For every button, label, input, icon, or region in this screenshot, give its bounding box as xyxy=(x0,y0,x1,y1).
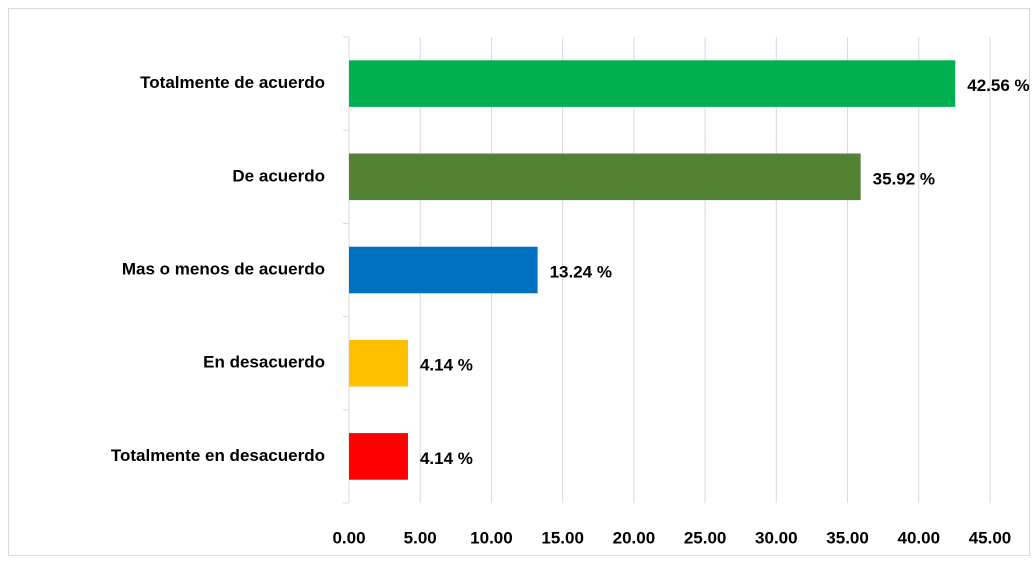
data-label: 4.14 % xyxy=(420,356,473,375)
bar xyxy=(349,153,861,201)
y-tick-label: Totalmente en desacuerdo xyxy=(111,446,325,465)
x-tick-label: 30.00 xyxy=(755,528,798,547)
bar xyxy=(349,246,538,294)
y-tick-label: Totalmente de acuerdo xyxy=(140,73,325,92)
data-label: 13.24 % xyxy=(550,262,612,281)
x-tick-label: 25.00 xyxy=(684,528,727,547)
y-tick-label: Mas o menos de acuerdo xyxy=(122,259,325,278)
x-tick-label: 45.00 xyxy=(969,528,1012,547)
data-label: 42.56 % xyxy=(967,76,1029,95)
bar xyxy=(349,339,408,387)
x-tick-label: 0.00 xyxy=(332,528,365,547)
x-tick-label: 10.00 xyxy=(470,528,513,547)
bar xyxy=(349,60,956,107)
data-label: 4.14 % xyxy=(420,449,473,468)
x-tick-label: 35.00 xyxy=(826,528,869,547)
bar xyxy=(349,433,408,480)
x-tick-label: 5.00 xyxy=(404,528,437,547)
y-tick-label: De acuerdo xyxy=(232,166,325,185)
x-tick-label: 15.00 xyxy=(541,528,584,547)
x-tick-label: 40.00 xyxy=(898,528,941,547)
x-tick-label: 20.00 xyxy=(613,528,656,547)
y-tick-label: En desacuerdo xyxy=(203,353,325,372)
data-label: 35.92 % xyxy=(873,169,935,188)
